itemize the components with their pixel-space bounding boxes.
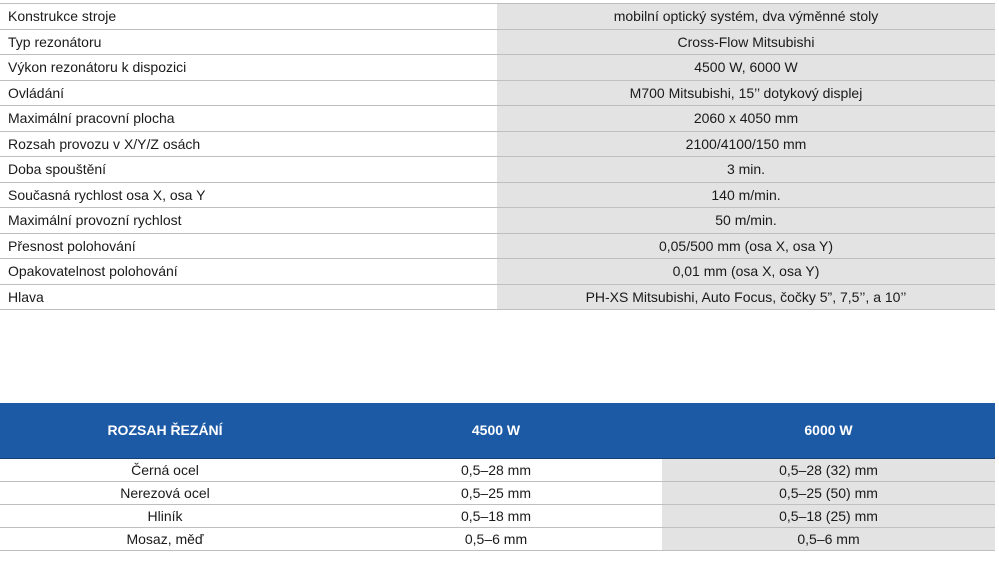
spec-value: 3 min. — [497, 156, 995, 183]
spec-label: Maximální provozní rychlost — [0, 207, 497, 234]
table-row: Konstrukce stroje mobilní optický systém… — [0, 3, 995, 30]
spec-label: Současná rychlost osa X, osa Y — [0, 182, 497, 208]
spec-value: PH-XS Mitsubishi, Auto Focus, čočky 5”, … — [497, 284, 995, 310]
range-6000w-cell: 0,5–6 mm — [662, 527, 995, 551]
material-cell: Černá ocel — [0, 458, 330, 482]
cutting-range-table: ROZSAH ŘEZÁNÍ 4500 W 6000 W Černá ocel 0… — [0, 403, 995, 551]
spec-value: 2060 x 4050 mm — [497, 105, 995, 132]
table-row: Rozsah provozu v X/Y/Z osách 2100/4100/1… — [0, 131, 995, 157]
table-row: Doba spouštění 3 min. — [0, 156, 995, 183]
spec-label: Doba spouštění — [0, 156, 497, 183]
table-row: Hliník 0,5–18 mm 0,5–18 (25) mm — [0, 504, 995, 528]
range-6000w-cell: 0,5–28 (32) mm — [662, 458, 995, 482]
spec-value: M700 Mitsubishi, 15’’ dotykový displej — [497, 80, 995, 106]
table-row: Ovládání M700 Mitsubishi, 15’’ dotykový … — [0, 80, 995, 106]
table-row: Mosaz, měď 0,5–6 mm 0,5–6 mm — [0, 527, 995, 551]
spec-label: Ovládání — [0, 80, 497, 106]
table-row: Současná rychlost osa X, osa Y 140 m/min… — [0, 182, 995, 208]
range-4500w-cell: 0,5–25 mm — [330, 481, 662, 505]
spec-label: Rozsah provozu v X/Y/Z osách — [0, 131, 497, 157]
table-row: Opakovatelnost polohování 0,01 mm (osa X… — [0, 258, 995, 285]
range-4500w-cell: 0,5–18 mm — [330, 504, 662, 528]
material-cell: Nerezová ocel — [0, 481, 330, 505]
material-cell: Mosaz, měď — [0, 527, 330, 551]
spec-value: 0,05/500 mm (osa X, osa Y) — [497, 233, 995, 259]
spec-label: Přesnost polohování — [0, 233, 497, 259]
table-row: Černá ocel 0,5–28 mm 0,5–28 (32) mm — [0, 458, 995, 482]
specs-table: Konstrukce stroje mobilní optický systém… — [0, 3, 995, 310]
table-row: Přesnost polohování 0,05/500 mm (osa X, … — [0, 233, 995, 259]
range-4500w-cell: 0,5–28 mm — [330, 458, 662, 482]
range-4500w-cell: 0,5–6 mm — [330, 527, 662, 551]
spec-value: Cross-Flow Mitsubishi — [497, 29, 995, 55]
header-cutting-range: ROZSAH ŘEZÁNÍ — [0, 403, 330, 459]
spec-label: Typ rezonátoru — [0, 29, 497, 55]
header-4500w: 4500 W — [330, 403, 662, 459]
spec-value: 4500 W, 6000 W — [497, 54, 995, 81]
table-row: Maximální pracovní plocha 2060 x 4050 mm — [0, 105, 995, 132]
spec-label: Opakovatelnost polohování — [0, 258, 497, 285]
spec-value: mobilní optický systém, dva výměnné stol… — [497, 3, 995, 30]
table-header-row: ROZSAH ŘEZÁNÍ 4500 W 6000 W — [0, 403, 995, 459]
table-row: Výkon rezonátoru k dispozici 4500 W, 600… — [0, 54, 995, 81]
spec-value: 140 m/min. — [497, 182, 995, 208]
header-6000w: 6000 W — [662, 403, 995, 459]
table-row: Maximální provozní rychlost 50 m/min. — [0, 207, 995, 234]
spec-value: 2100/4100/150 mm — [497, 131, 995, 157]
spec-label: Maximální pracovní plocha — [0, 105, 497, 132]
range-6000w-cell: 0,5–18 (25) mm — [662, 504, 995, 528]
range-6000w-cell: 0,5–25 (50) mm — [662, 481, 995, 505]
table-row: Nerezová ocel 0,5–25 mm 0,5–25 (50) mm — [0, 481, 995, 505]
table-row: Hlava PH-XS Mitsubishi, Auto Focus, čočk… — [0, 284, 995, 310]
table-row: Typ rezonátoru Cross-Flow Mitsubishi — [0, 29, 995, 55]
spec-label: Hlava — [0, 284, 497, 310]
spec-label: Konstrukce stroje — [0, 3, 497, 30]
spec-label: Výkon rezonátoru k dispozici — [0, 54, 497, 81]
spec-value: 0,01 mm (osa X, osa Y) — [497, 258, 995, 285]
spec-value: 50 m/min. — [497, 207, 995, 234]
material-cell: Hliník — [0, 504, 330, 528]
